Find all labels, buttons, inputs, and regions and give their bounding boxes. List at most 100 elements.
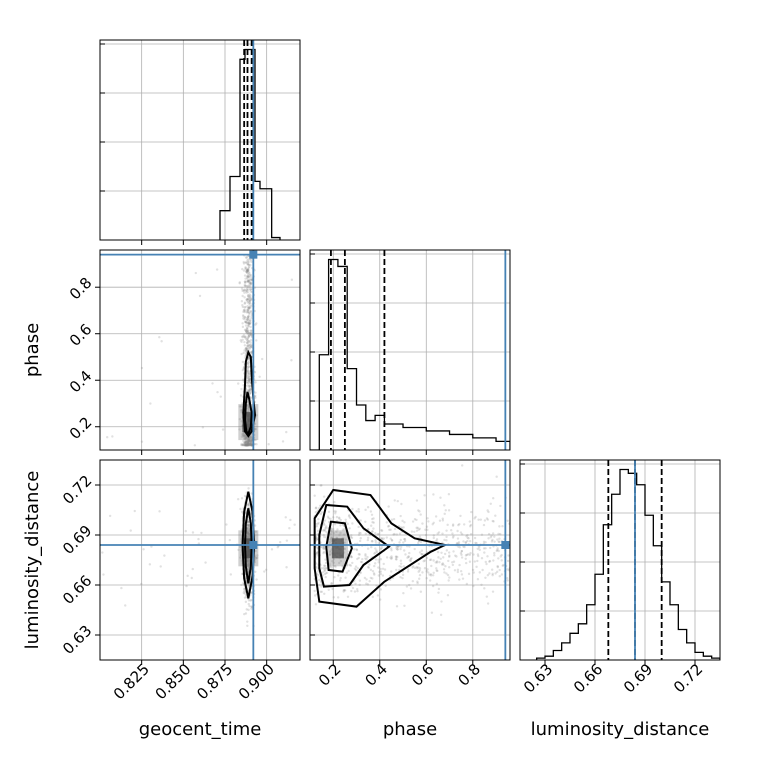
sample-point [481,568,484,572]
sample-point [343,533,346,536]
sample-point [245,444,248,447]
sample-point [106,435,109,439]
sample-point [247,523,250,526]
sample-point [396,547,399,551]
sample-point [424,528,427,531]
sample-point [480,583,483,586]
sample-point [246,564,250,567]
sample-point [364,520,367,523]
sample-point [247,534,250,537]
sample-point [407,568,410,571]
sample-point [244,612,248,615]
sample-point [249,345,252,349]
sample-point [364,554,367,557]
sample-point [250,492,253,495]
sample-point [246,558,249,562]
sample-point [328,553,332,556]
panel-phase-vs-luminosity_distance: 0.2 0.4 0.6 0.8 [309,459,511,690]
sample-point [247,371,250,374]
sample-point [241,368,245,372]
panel-content [310,460,510,660]
sample-point [351,522,354,525]
sample-point [242,333,246,337]
sample-point [246,531,249,535]
sample-point [248,347,251,350]
sample-point [243,306,246,309]
sample-point [451,523,455,526]
sample-point [185,584,188,588]
sample-point [348,563,351,567]
sample-point [334,512,337,515]
sample-point [249,440,252,443]
sample-point [248,301,252,305]
sample-point [111,435,114,438]
sample-point [388,528,391,532]
sample-point [246,341,249,344]
sample-point [245,327,249,330]
sample-point [357,553,361,556]
sample-point [248,299,252,303]
sample-point [244,444,247,447]
sample-point [241,335,245,338]
sample-point [247,527,251,531]
sample-point [445,539,448,542]
sample-point [288,527,291,530]
contour-2 [243,508,253,584]
sample-point [322,551,325,555]
sample-point [244,433,247,437]
sample-point [322,529,325,532]
sample-point [329,532,333,536]
sample-point [248,389,251,393]
sample-point [245,443,248,446]
sample-point [242,443,245,447]
sample-point [354,582,357,586]
sample-point [216,390,219,394]
sample-point [445,529,448,532]
sample-point [316,522,319,526]
sample-point [371,530,374,533]
sample-point [250,444,253,447]
sample-point [380,537,384,540]
sample-point [243,274,247,277]
sample-point [253,524,257,527]
sample-point [425,556,429,560]
sample-point [247,315,250,318]
sample-point [471,568,475,572]
sample-point [243,442,247,445]
sample-point [247,534,250,538]
sample-point [358,539,362,543]
sample-point [330,528,333,531]
sample-point [395,533,399,536]
sample-point [247,503,250,506]
sample-point [315,538,318,541]
sample-point [150,545,153,548]
sample-point [341,528,345,531]
sample-point [497,532,500,536]
sample-point [245,436,248,439]
sample-point [417,566,420,569]
sample-point [247,608,250,612]
sample-point [247,439,251,442]
sample-point [445,549,449,552]
sample-point [248,322,251,325]
sample-point [247,365,250,368]
sample-point [247,404,250,407]
sample-point [423,567,427,570]
sample-point [249,273,253,277]
sample-point [459,570,463,573]
sample-point [506,579,509,582]
sample-point [219,395,222,398]
sample-point [279,540,282,544]
sample-point [339,576,342,580]
sample-point [247,437,250,441]
sample-point [366,536,370,540]
sample-point [247,561,250,564]
sample-point [395,555,398,559]
sample-point [248,391,252,395]
sample-point [465,553,469,557]
sample-point [381,574,385,577]
sample-point [247,273,250,276]
sample-point [390,539,394,542]
sample-point [240,335,244,338]
sample-point [483,519,487,522]
